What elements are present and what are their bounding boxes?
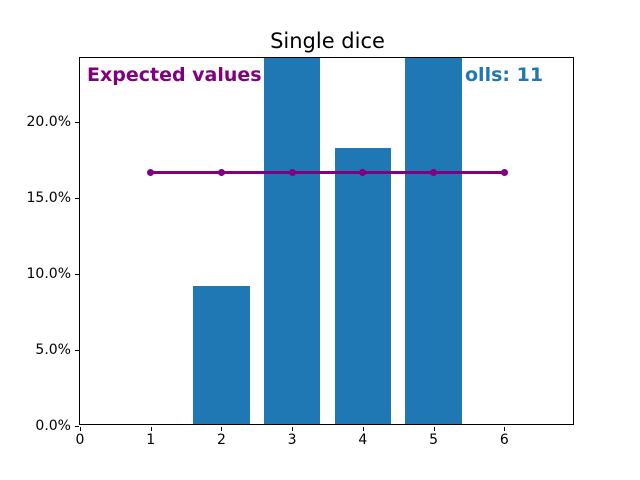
line-marker-5 [430, 168, 438, 176]
x-tick-mark [80, 427, 81, 431]
bar-4 [334, 147, 392, 424]
x-tick-mark [362, 427, 364, 431]
y-tick-label: 20.0% [26, 114, 71, 131]
line-marker-3 [288, 168, 296, 176]
bar-2 [193, 285, 250, 424]
x-tick-label: 2 [216, 432, 226, 448]
x-tick-label: 5 [429, 432, 439, 448]
y-tick-mark [75, 274, 79, 276]
y-tick-label: 15.0% [26, 190, 71, 207]
x-tick-label: 0 [75, 432, 85, 448]
x-tick-mark [150, 427, 152, 431]
annotation-expected-values: Expected values [87, 64, 262, 86]
x-tick-mark [504, 427, 506, 431]
x-tick-mark [433, 427, 435, 431]
line-marker-1 [147, 168, 155, 176]
x-tick-label: 4 [358, 432, 368, 448]
x-tick-mark [221, 427, 223, 431]
bar-5 [405, 58, 462, 424]
x-tick-label: 1 [146, 432, 156, 448]
bar-3 [263, 58, 321, 424]
x-tick-label: 6 [499, 432, 509, 448]
x-tick-mark [292, 427, 294, 431]
line-marker-6 [500, 168, 508, 176]
line-marker-4 [359, 168, 367, 176]
annotation-rolls-count: olls: 11 [465, 64, 544, 86]
y-tick-label: 0.0% [35, 418, 71, 434]
y-tick-label: 10.0% [26, 266, 71, 283]
plot-area: Expected values olls: 11 [79, 57, 574, 425]
y-tick-mark [75, 122, 79, 124]
y-tick-mark [75, 426, 79, 427]
chart-title: Single dice [270, 29, 385, 53]
y-tick-mark [75, 350, 79, 352]
expected-value-line [150, 171, 505, 174]
y-tick-mark [75, 198, 79, 200]
line-marker-2 [217, 168, 225, 176]
x-tick-label: 3 [287, 432, 297, 448]
y-tick-label: 5.0% [35, 342, 71, 359]
